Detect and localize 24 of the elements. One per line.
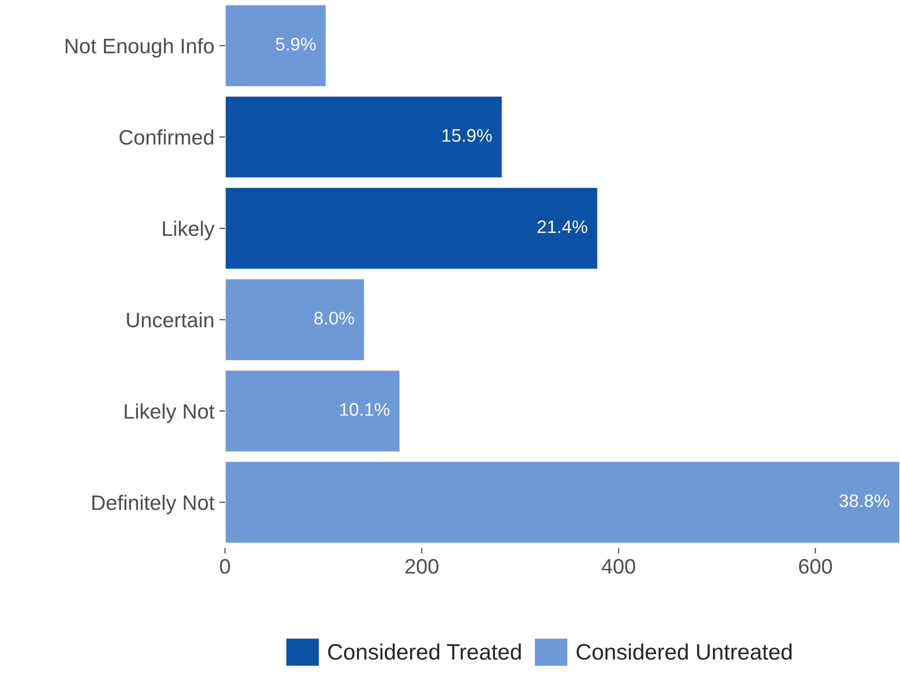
legend-label: Considered Treated [328,643,521,660]
annotation: 8.0% [314,312,354,325]
x-tick-label: 600 [799,558,832,574]
annotation: 21.4% [538,220,588,234]
annotation: 38.8% [839,494,890,508]
y-tick-label: Likely [163,220,215,240]
legend-label: Considered Untreated [576,643,792,660]
annotation: 15.9% [442,129,492,142]
annotation: 5.9% [276,38,316,51]
y-tick-label: Likely Not [124,403,214,423]
bar [225,186,599,270]
y-tick-label: Definitely Not [92,494,214,514]
x-tick-label: 200 [405,558,438,574]
y-tick-label: Not Enough Info [66,38,214,58]
bar [225,460,900,544]
bar [225,278,366,362]
x-tick-label: 0 [220,558,230,574]
bar [225,95,504,179]
y-tick-label: Uncertain [127,312,214,328]
annotation: 10.1% [340,403,390,416]
bar [225,369,401,453]
y-tick-label: Confirmed [120,129,214,145]
x-tick-label: 400 [602,558,636,574]
bar [225,4,328,88]
